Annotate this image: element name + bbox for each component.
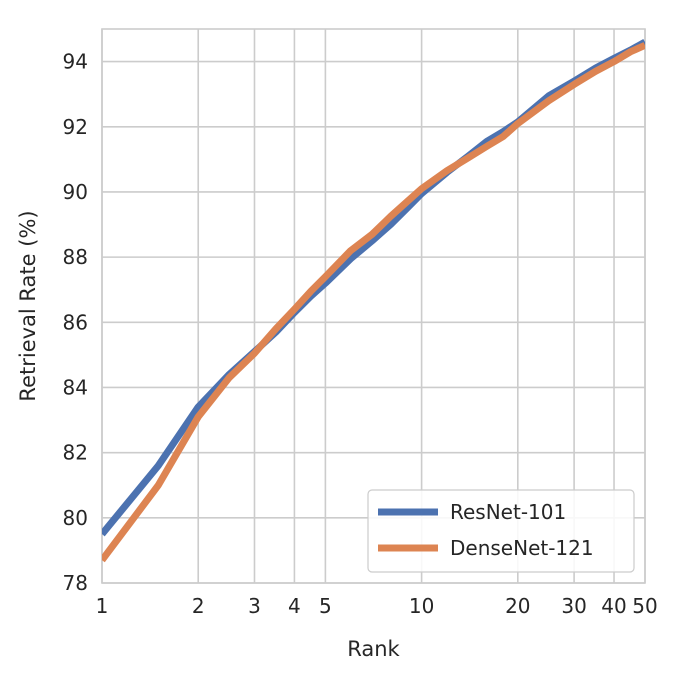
x-axis-label: Rank (347, 637, 400, 661)
y-axis-label: Retrieval Rate (%) (16, 210, 40, 401)
x-tick-label: 4 (288, 594, 301, 618)
x-tick-label: 40 (601, 594, 626, 618)
series-line-densenet-121 (102, 42, 645, 563)
y-tick-label: 88 (63, 245, 88, 269)
y-tick-label: 82 (63, 441, 88, 465)
y-tick-label: 78 (63, 571, 88, 595)
y-tick-label: 90 (63, 180, 88, 204)
x-tick-label: 50 (632, 594, 657, 618)
series-lines (102, 38, 645, 563)
y-tick-labels: 78 80 82 84 86 88 90 92 94 (63, 50, 88, 595)
y-tick-label: 84 (63, 375, 88, 399)
plot-frame (101, 28, 646, 584)
legend-label: DenseNet-121 (450, 536, 594, 560)
y-tick-label: 92 (63, 115, 88, 139)
y-tick-label: 86 (63, 310, 88, 334)
legend-label: ResNet-101 (450, 500, 566, 524)
y-tick-label: 80 (63, 506, 88, 530)
x-tick-label: 10 (409, 594, 434, 618)
x-tick-label: 3 (248, 594, 261, 618)
series-line-resnet-101 (102, 38, 645, 537)
x-tick-label: 5 (319, 594, 332, 618)
x-tick-label: 30 (561, 594, 586, 618)
legend: ResNet-101 DenseNet-121 (367, 489, 635, 573)
x-tick-label: 1 (96, 594, 109, 618)
x-tick-label: 2 (192, 594, 205, 618)
y-tick-label: 94 (63, 50, 88, 74)
x-tick-label: 20 (505, 594, 530, 618)
x-tick-labels: 1 2 3 4 5 10 20 30 40 50 (96, 594, 658, 618)
